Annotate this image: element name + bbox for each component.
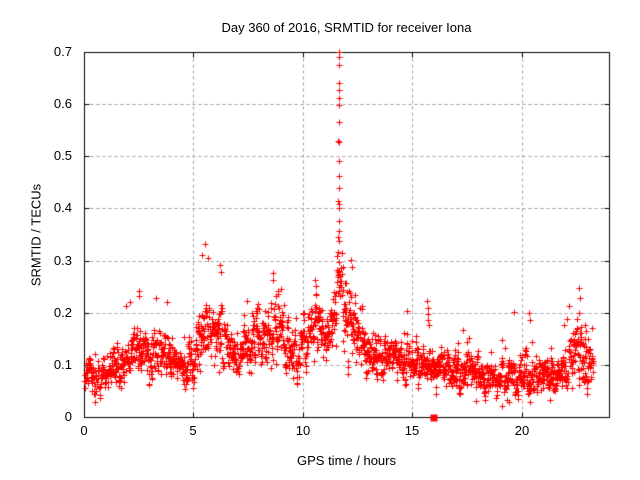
x-axis-label: GPS time / hours: [297, 453, 396, 468]
x-tick-label: 5: [189, 423, 197, 438]
y-axis-label: SRMTID / TECUs: [28, 183, 44, 287]
x-tick-label: 0: [80, 423, 88, 438]
y-tick-label: 0.4: [53, 200, 72, 215]
y-tick-label: 0.2: [53, 305, 72, 320]
y-tick-label: 0.3: [53, 253, 72, 268]
x-tick-label: 20: [514, 423, 530, 438]
y-tick-label: 0.7: [53, 44, 72, 59]
chart-title: Day 360 of 2016, SRMTID for receiver Ion…: [221, 20, 472, 35]
y-tick-label: 0: [64, 409, 72, 424]
x-tick-label: 10: [295, 423, 311, 438]
x-tick-label: 15: [404, 423, 420, 438]
y-tick-label: 0.5: [53, 148, 72, 163]
y-tick-label: 0.6: [53, 96, 72, 111]
y-tick-label: 0.1: [53, 357, 72, 372]
